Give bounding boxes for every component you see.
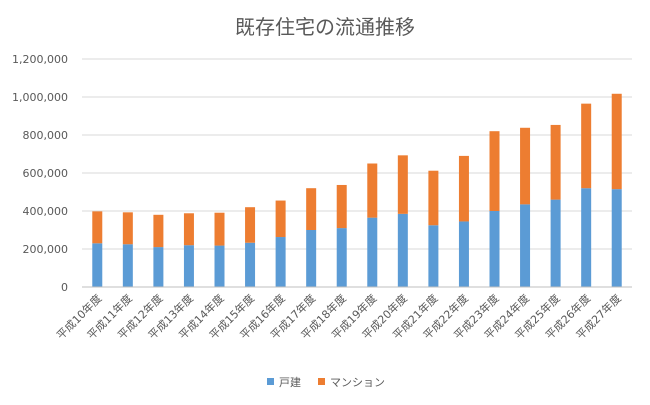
bar-segment-mansion [336,184,347,229]
bar-segment-kodate [550,199,561,287]
bar-segment-mansion [458,155,469,222]
bar-segment-kodate [581,188,592,287]
legend-swatch-mansion [318,378,325,385]
bar-segment-kodate [122,244,133,287]
bar-segment-kodate [428,225,439,287]
y-tick-label: 200,000 [23,243,69,256]
bars [92,93,622,287]
bar-segment-mansion [520,127,531,205]
bar-segment-kodate [397,213,408,287]
legend-label-mansion: マンション [330,376,385,389]
bar-segment-kodate [520,204,531,287]
bar-segment-mansion [428,170,439,226]
bar-segment-kodate [245,242,256,287]
bar-segment-mansion [550,124,561,200]
y-axis-tick-labels: 0 200,000 400,000 600,000 800,000 1,000,000 1,… [12,53,68,294]
y-tick-label: 1,000,000 [12,91,68,104]
chart-title: 既存住宅の流通推移 [235,15,415,39]
bar-segment-kodate [489,211,500,287]
bar-segment-kodate [153,247,164,287]
bar-segment-kodate [336,228,347,287]
bar-segment-mansion [122,212,133,245]
bar-segment-mansion [153,214,164,248]
bar-segment-kodate [367,217,378,287]
y-tick-label: 800,000 [23,129,69,142]
bar-segment-kodate [306,230,317,287]
legend-label-kodate: 戸建 [279,375,301,389]
bar-segment-kodate [458,221,469,287]
x-axis-category-labels: 平成10年度平成11年度平成12年度平成13年度平成14年度平成15年度平成16… [53,291,623,342]
bar-segment-mansion [306,188,317,230]
bar-segment-mansion [611,93,622,190]
bar-segment-mansion [214,212,225,246]
bar-segment-kodate [183,245,194,287]
bar-segment-mansion [245,207,256,243]
gridlines [82,58,632,250]
bar-segment-mansion [397,155,408,214]
bar-segment-mansion [183,213,194,246]
bar-segment-kodate [275,237,286,287]
y-tick-label: 1,200,000 [12,53,68,66]
bar-segment-mansion [489,131,500,211]
bar-segment-mansion [92,211,103,244]
legend: 戸建 マンション [267,375,385,389]
bar-segment-kodate [611,189,622,287]
bar-segment-mansion [275,200,286,238]
legend-swatch-kodate [267,378,274,385]
bar-segment-mansion [367,163,378,218]
y-tick-label: 0 [61,281,68,294]
y-tick-label: 400,000 [23,205,69,218]
bar-segment-kodate [92,243,103,287]
bar-segment-mansion [581,103,592,189]
y-tick-label: 600,000 [23,167,69,180]
bar-segment-kodate [214,245,225,287]
